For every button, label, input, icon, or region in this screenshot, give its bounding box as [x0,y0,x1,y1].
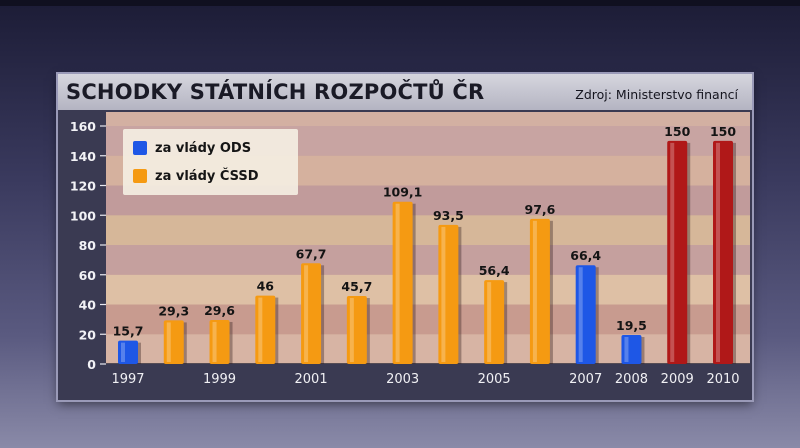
bar-value-label: 150 [664,124,690,139]
legend-swatch-ods [133,141,147,155]
x-axis-band [106,364,750,388]
bar-value-label: 97,6 [525,202,556,217]
bar-highlight [395,203,400,362]
bar [163,320,184,364]
bar-value-label: 93,5 [433,208,464,223]
x-tick-label: 2008 [615,372,648,387]
plot-stripe [106,334,750,364]
y-tick-label: 0 [87,357,96,372]
bar-value-label: 66,4 [570,248,601,263]
legend-label-cssd: za vlády ČSSD [155,168,259,184]
bar-highlight [487,282,492,362]
bar [346,296,367,364]
bar [484,280,505,364]
x-tick-label: 2009 [661,372,694,387]
bar-value-label: 56,4 [479,263,510,278]
bar-highlight [212,321,217,362]
bar-value-label: 67,7 [296,246,327,261]
bar [575,265,596,364]
bar [438,224,459,364]
bar-value-label: 150 [710,124,736,139]
y-tick-label: 60 [79,268,97,283]
y-tick-label: 160 [70,119,96,134]
x-tick-label: 1997 [111,372,144,387]
bar-highlight [670,142,675,362]
y-tick-label: 80 [79,238,97,253]
chart-source: Zdroj: Ministerstvo financí [575,87,738,102]
bar-value-label: 46 [257,279,275,294]
bar-highlight [304,265,309,362]
x-tick-label: 2010 [706,372,739,387]
bar-highlight [578,267,583,362]
bar-highlight [716,142,720,362]
chart-legend: za vlády ODS za vlády ČSSD [123,129,298,195]
x-tick-label: 2001 [295,372,328,387]
x-tick-label: 2005 [478,372,511,387]
y-tick-label: 20 [79,327,97,342]
bar [118,340,138,364]
bar [621,334,642,364]
legend-item-ods: za vlády ODS [133,137,251,159]
bar-highlight [624,336,629,362]
plot-stripe [106,215,750,245]
bar [209,319,230,364]
y-tick-label: 140 [70,149,96,164]
plot-stripe [106,245,750,275]
bar-value-label: 29,3 [158,303,189,318]
bar [667,140,688,364]
plot-stripe [106,274,750,305]
y-tick-label: 100 [70,208,96,223]
bar [713,140,733,364]
bar-highlight [349,298,354,362]
plot-stripe [106,304,750,335]
bar-highlight [166,322,171,362]
legend-swatch-cssd [133,169,147,183]
bar [255,295,276,364]
x-tick-label: 2003 [386,372,419,387]
bar-value-label: 19,5 [616,318,647,333]
chart-title: SCHODKY STÁTNÍCH ROZPOČTŮ ČR [66,80,485,104]
bar-highlight [441,226,446,362]
bar-highlight [532,220,537,362]
bar-value-label: 109,1 [383,185,423,200]
bar [301,263,322,364]
y-tick-label: 40 [79,298,97,313]
y-tick-label: 120 [70,179,96,194]
bar-highlight [121,342,125,362]
plot-top-band [106,112,750,126]
y-axis-band [62,114,106,368]
legend-item-cssd: za vlády ČSSD [133,165,259,187]
bar-value-label: 15,7 [113,324,144,339]
legend-label-ods: za vlády ODS [155,140,252,156]
top-bar [0,0,800,6]
chart-header: SCHODKY STÁTNÍCH ROZPOČTŮ ČR Zdroj: Mini… [58,74,752,110]
x-tick-label: 2007 [569,372,602,387]
bar-value-label: 29,6 [204,303,235,318]
bar-highlight [258,297,263,362]
bar-value-label: 45,7 [341,279,372,294]
x-tick-label: 1999 [203,372,236,387]
bar [392,201,413,364]
bar [529,218,550,364]
